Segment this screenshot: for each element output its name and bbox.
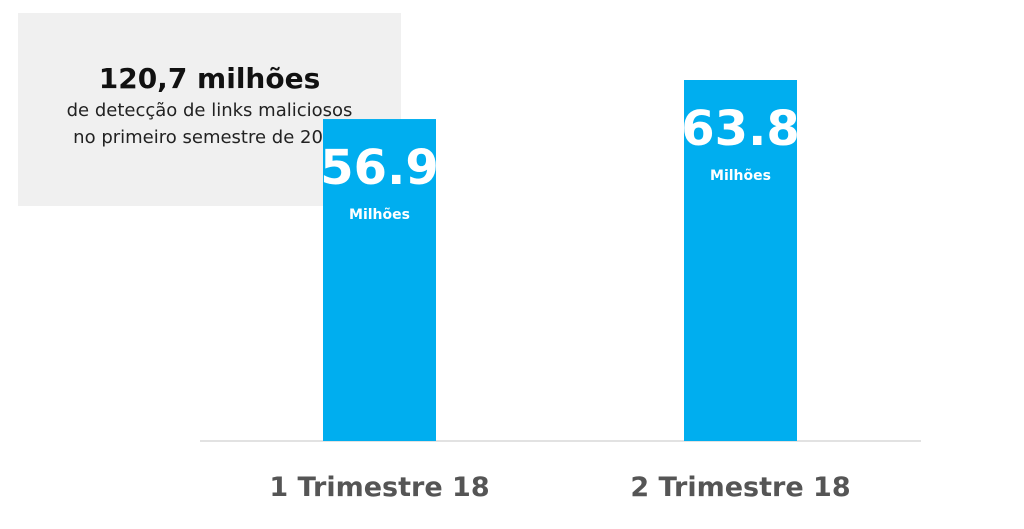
bar-unit-label-1: Milhões bbox=[349, 207, 410, 223]
bar-1 bbox=[323, 119, 436, 441]
summary-line-2: no primeiro semestre de 2018 bbox=[73, 127, 346, 148]
summary-line-1: de detecção de links maliciosos bbox=[66, 100, 353, 121]
bar-unit-label-2: Milhões bbox=[710, 168, 771, 184]
summary-box: 120,7 milhões de detecção de links malic… bbox=[18, 13, 401, 206]
bar-2 bbox=[684, 80, 797, 441]
bar-value-label-1: 56.9 bbox=[320, 140, 438, 196]
category-label-2: 2 Trimestre 18 bbox=[630, 472, 850, 503]
category-label-1: 1 Trimestre 18 bbox=[269, 472, 489, 503]
bar-value-label-2: 63.8 bbox=[681, 101, 799, 157]
summary-headline: 120,7 milhões bbox=[98, 62, 321, 95]
